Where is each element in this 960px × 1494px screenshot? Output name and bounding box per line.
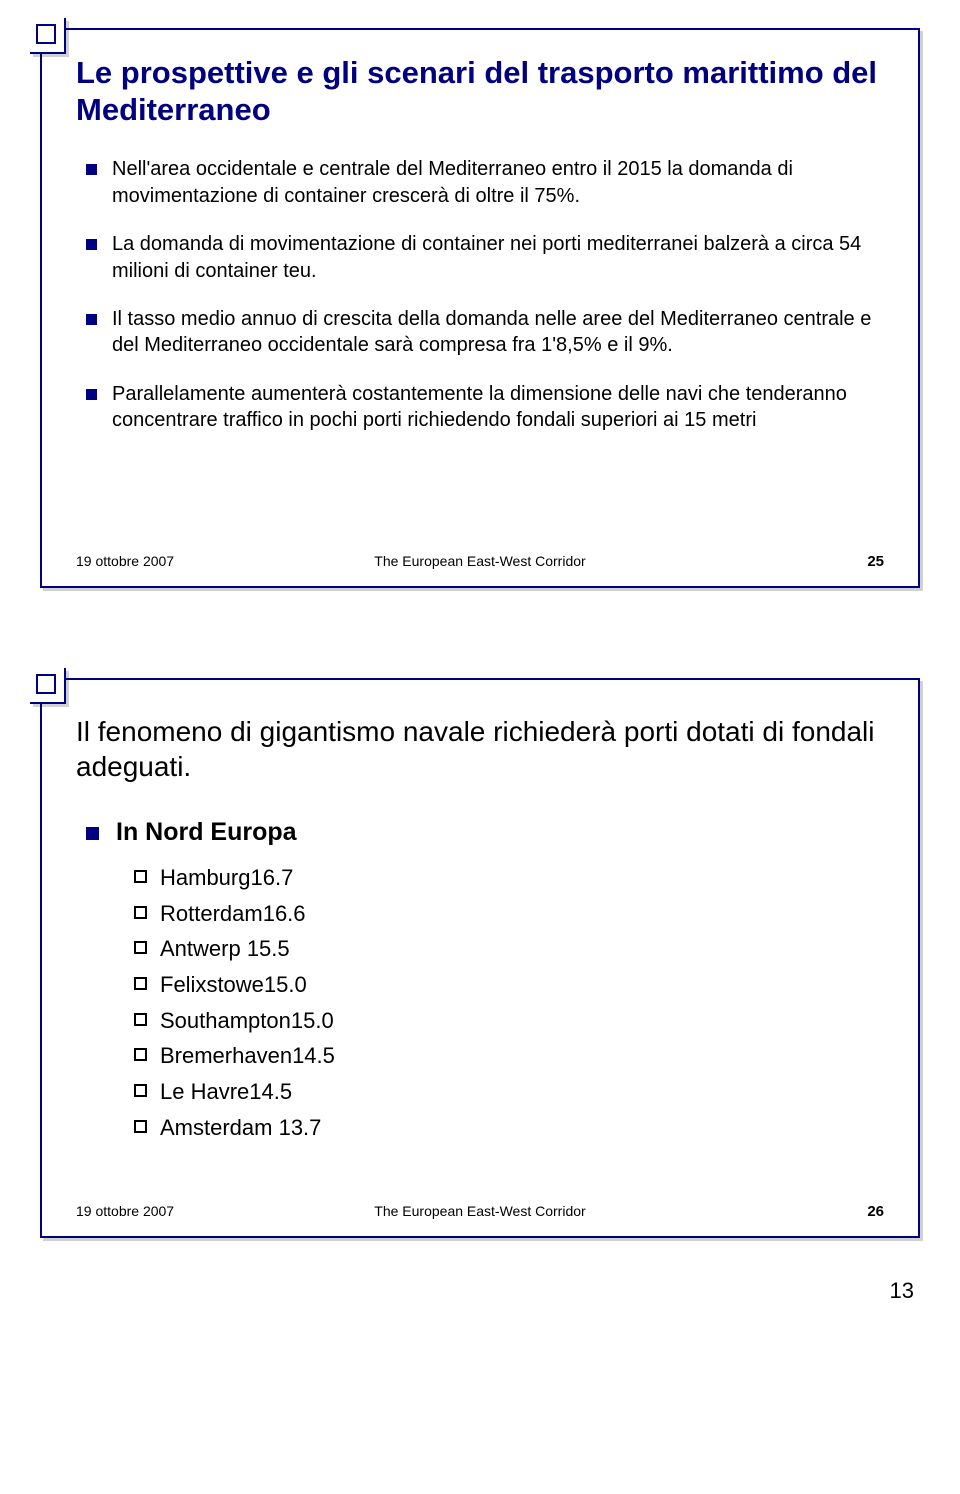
footer-title: The European East-West Corridor — [76, 1203, 884, 1219]
slide-1-bullet-list: Nell'area occidentale e centrale del Med… — [86, 156, 884, 433]
page-number: 13 — [40, 1278, 920, 1304]
bullet-item: La domanda di movimentazione di containe… — [86, 231, 884, 284]
corner-decoration — [30, 668, 66, 704]
page-container: Le prospettive e gli scenari del traspor… — [0, 0, 960, 1324]
bullet-item: Parallelamente aumenterà costantemente l… — [86, 381, 884, 434]
slide-2-title: Il fenomeno di gigantismo navale richied… — [76, 714, 884, 784]
footer-title: The European East-West Corridor — [76, 553, 884, 569]
ports-list: Hamburg16.7 Rotterdam16.6 Antwerp 15.5 F… — [134, 863, 884, 1143]
port-item: Rotterdam16.6 — [134, 899, 884, 929]
slide-gap — [40, 588, 920, 678]
port-item: Hamburg16.7 — [134, 863, 884, 893]
corner-inner-decoration — [36, 674, 56, 694]
corner-decoration — [30, 18, 66, 54]
port-item: Bremerhaven14.5 — [134, 1041, 884, 1071]
bullet-item: Nell'area occidentale e centrale del Med… — [86, 156, 884, 209]
slide-1-title: Le prospettive e gli scenari del traspor… — [76, 54, 884, 128]
slide-1-footer: 19 ottobre 2007 The European East-West C… — [76, 553, 884, 570]
section-heading-nord-europa: In Nord Europa — [86, 818, 884, 847]
corner-inner-decoration — [36, 24, 56, 44]
port-item: Antwerp 15.5 — [134, 934, 884, 964]
slide-1: Le prospettive e gli scenari del traspor… — [40, 28, 920, 588]
slide-2-footer: 19 ottobre 2007 The European East-West C… — [76, 1203, 884, 1220]
slide-2: Il fenomeno di gigantismo navale richied… — [40, 678, 920, 1238]
port-item: Le Havre14.5 — [134, 1077, 884, 1107]
port-item: Southampton15.0 — [134, 1006, 884, 1036]
port-item: Amsterdam 13.7 — [134, 1113, 884, 1143]
bullet-item: Il tasso medio annuo di crescita della d… — [86, 306, 884, 359]
port-item: Felixstowe15.0 — [134, 970, 884, 1000]
